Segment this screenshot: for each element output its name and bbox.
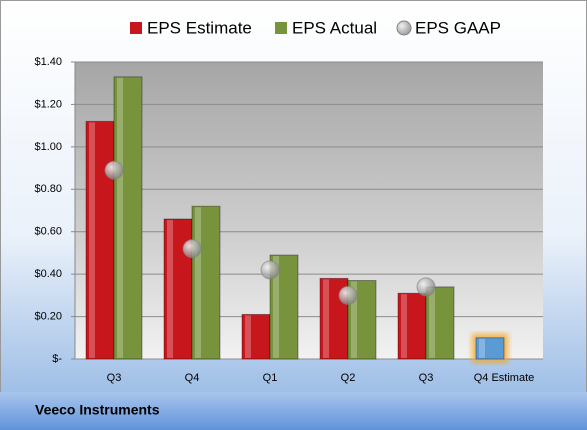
plot-area [75, 62, 543, 359]
y-tick-label: $0.20 [34, 310, 62, 322]
legend-label: EPS GAAP [415, 18, 501, 37]
bar-shine [117, 77, 123, 358]
bubble [416, 277, 436, 297]
legend-swatch [396, 20, 412, 36]
footer-band [0, 392, 587, 430]
x-tick-label: Q3 [107, 372, 122, 384]
legend-label: EPS Actual [292, 18, 377, 37]
y-tick-label: $1.40 [34, 56, 62, 68]
y-tick-label: $0.60 [34, 226, 62, 238]
bar [113, 76, 143, 360]
bubble [104, 160, 124, 180]
bubble [182, 239, 202, 259]
bar-shine [245, 315, 251, 358]
bar-shine [167, 219, 173, 358]
bar [397, 292, 427, 360]
y-tick-label: $- [52, 353, 62, 365]
x-tick-label: Q3 [419, 372, 434, 384]
y-tick-label: $1.20 [34, 98, 62, 110]
bar [475, 337, 505, 360]
legend-label: EPS Estimate [147, 18, 252, 37]
bar [425, 286, 455, 360]
bar [85, 120, 115, 360]
bubble [338, 285, 358, 305]
footer-label: Veeco Instruments [35, 402, 160, 418]
bar-shine [479, 338, 485, 358]
bubble [260, 260, 280, 280]
bar-shine [429, 287, 435, 358]
bar-shine [89, 122, 95, 359]
y-tick-label: $0.40 [34, 268, 62, 280]
bar-shine [351, 281, 357, 358]
bar-shine [401, 294, 407, 358]
x-tick-label: Q4 Estimate [474, 372, 535, 384]
bar [191, 205, 221, 360]
x-tick-label: Q4 [185, 372, 200, 384]
bar-shine [273, 256, 279, 358]
y-tick-label: $1.00 [34, 141, 62, 153]
legend-swatch [130, 22, 142, 34]
bar-shine [323, 279, 329, 358]
x-tick-label: Q1 [263, 372, 278, 384]
bar-shine [195, 207, 201, 358]
x-tick-label: Q2 [341, 372, 356, 384]
y-tick-label: $0.80 [34, 183, 62, 195]
legend-swatch [275, 22, 287, 34]
